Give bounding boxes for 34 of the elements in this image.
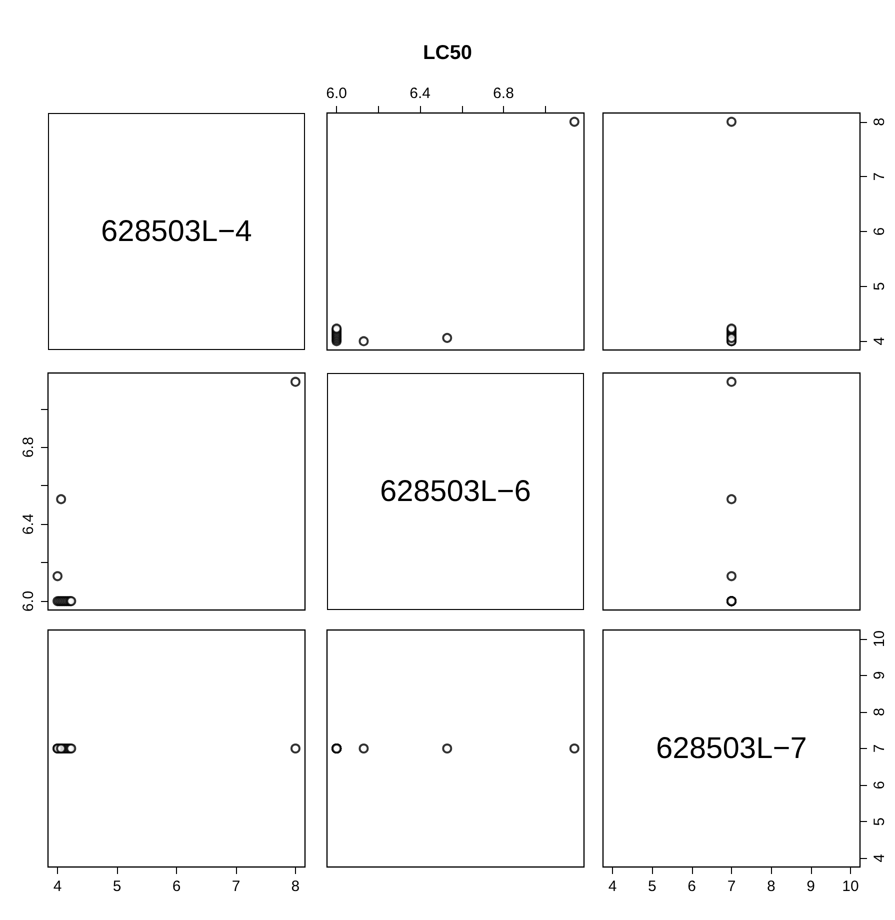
y-tick-label: 6.0 xyxy=(20,590,37,612)
y-tick-label: 5 xyxy=(871,282,888,291)
y-tick-label: 5 xyxy=(871,817,888,826)
x-tick-label: 10 xyxy=(842,878,859,895)
x-tick-label: 6.8 xyxy=(493,85,514,102)
x-tick-label: 6.0 xyxy=(326,85,348,102)
x-tick-label: 5 xyxy=(112,878,122,895)
x-tick-label: 4 xyxy=(608,878,617,895)
x-tick-label: 5 xyxy=(648,878,656,895)
y-tick-label: 9 xyxy=(871,671,888,680)
y-tick-label: 6.4 xyxy=(20,514,37,535)
x-tick-label: 4 xyxy=(53,878,62,895)
text: 628503L−4 xyxy=(101,214,252,248)
x-tick-label: 7 xyxy=(727,878,736,895)
y-tick-label: 8 xyxy=(871,118,888,126)
y-tick-label: 6 xyxy=(871,227,888,236)
x-tick-label: 6 xyxy=(688,878,696,895)
x-tick-label: 9 xyxy=(806,878,815,895)
x-tick-label: 6 xyxy=(172,878,181,895)
x-tick-label: 8 xyxy=(766,878,776,895)
text: 628503L−6 xyxy=(380,474,531,508)
text: LC50 xyxy=(423,42,472,64)
y-tick-label: 8 xyxy=(871,708,888,716)
y-tick-label: 7 xyxy=(871,172,888,181)
y-tick-label: 4 xyxy=(871,854,888,862)
annotation: 628503L−7 xyxy=(656,732,807,766)
y-tick-label: 6.8 xyxy=(20,436,37,458)
y-tick-label: 6 xyxy=(871,780,888,790)
x-tick-label: 6.4 xyxy=(410,85,430,102)
x-tick-label: 7 xyxy=(232,878,240,895)
y-tick-label: 7 xyxy=(871,744,888,753)
y-tick-label: 10 xyxy=(871,630,888,648)
y-tick-label: 4 xyxy=(871,337,888,346)
x-tick-label: 8 xyxy=(291,878,300,895)
